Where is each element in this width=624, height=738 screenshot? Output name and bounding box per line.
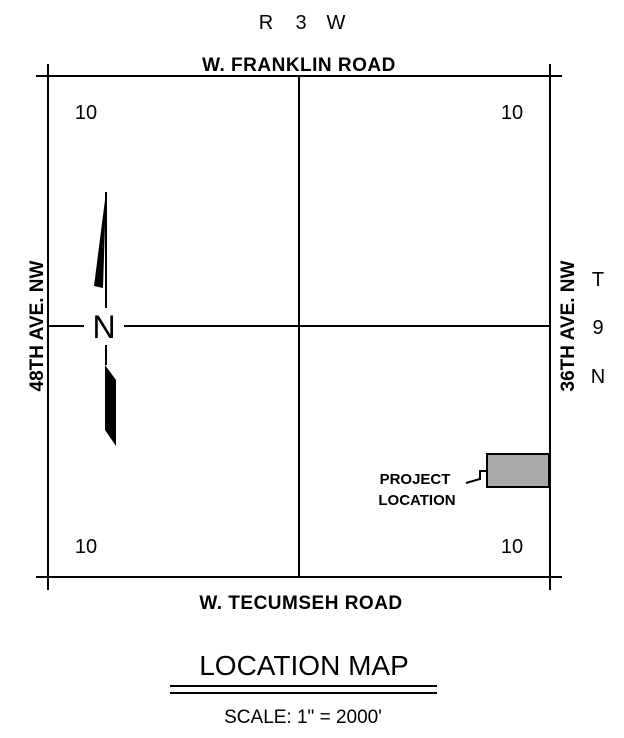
section-number-bottom-left: 10 [75, 536, 97, 558]
range-number: 3 [295, 12, 306, 34]
road-label-north: W. FRANKLIN ROAD [202, 55, 396, 76]
township-number: 9 [592, 317, 603, 339]
project-leader-line [465, 470, 487, 484]
road-label-west: 48TH AVE. NW [27, 260, 48, 391]
north-arrow-icon: N [92, 192, 116, 446]
section-number-top-right: 10 [501, 102, 523, 124]
range-letter: R [259, 12, 273, 34]
road-label-south: W. TECUMSEH ROAD [199, 593, 402, 614]
section-number-bottom-right: 10 [501, 536, 523, 558]
corner-ticks [36, 64, 562, 590]
project-site-marker [486, 453, 550, 488]
north-arrow-label: N [92, 309, 115, 345]
project-label-line1: PROJECT [380, 471, 451, 488]
project-label-line2: LOCATION [378, 492, 455, 509]
section-grid [47, 75, 551, 578]
range-direction: W [327, 12, 346, 34]
township-letter: T [592, 269, 604, 291]
township-direction: N [591, 366, 605, 388]
map-title: LOCATION MAP [199, 650, 409, 681]
road-label-east: 36TH AVE. NW [558, 260, 579, 391]
map-scale: SCALE: 1" = 2000' [224, 707, 382, 728]
section-number-top-left: 10 [75, 102, 97, 124]
